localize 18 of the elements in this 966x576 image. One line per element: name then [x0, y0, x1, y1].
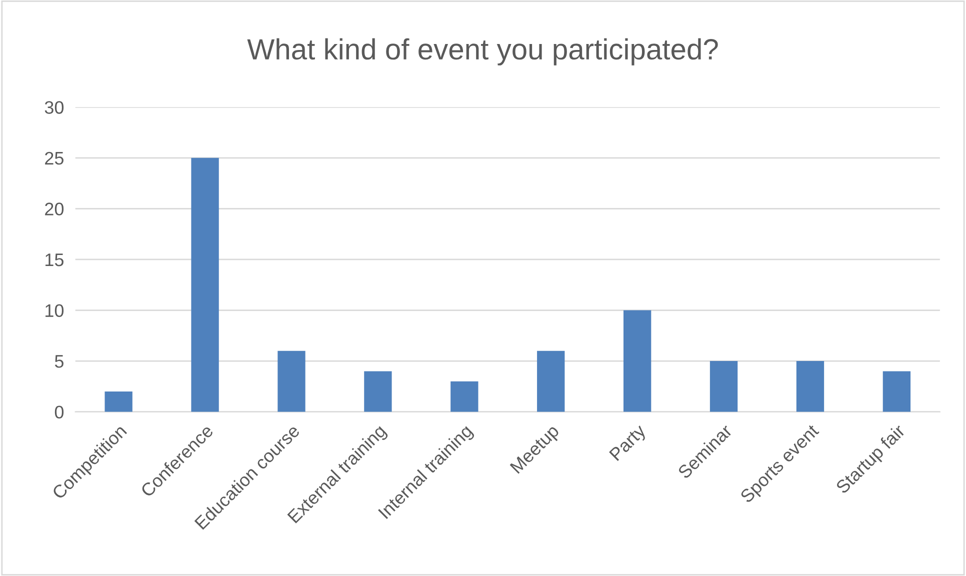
bar [104, 392, 132, 412]
bar [364, 371, 392, 412]
y-tick-label: 25 [45, 152, 64, 165]
bar [796, 361, 824, 412]
y-tick-label: 5 [54, 355, 64, 368]
y-tick-label: 0 [54, 406, 64, 419]
bar [710, 361, 738, 412]
bar [623, 310, 652, 412]
chart-title: What kind of event you participated? [247, 38, 718, 66]
bar [278, 350, 306, 412]
bar [537, 350, 565, 412]
bar [191, 158, 219, 412]
y-tick-label: 10 [46, 304, 64, 317]
bar [450, 381, 478, 412]
y-tick-label: 20 [45, 202, 64, 216]
bar [882, 371, 911, 412]
y-tick-label: 30 [44, 101, 64, 114]
y-tick-label: 15 [46, 254, 64, 266]
